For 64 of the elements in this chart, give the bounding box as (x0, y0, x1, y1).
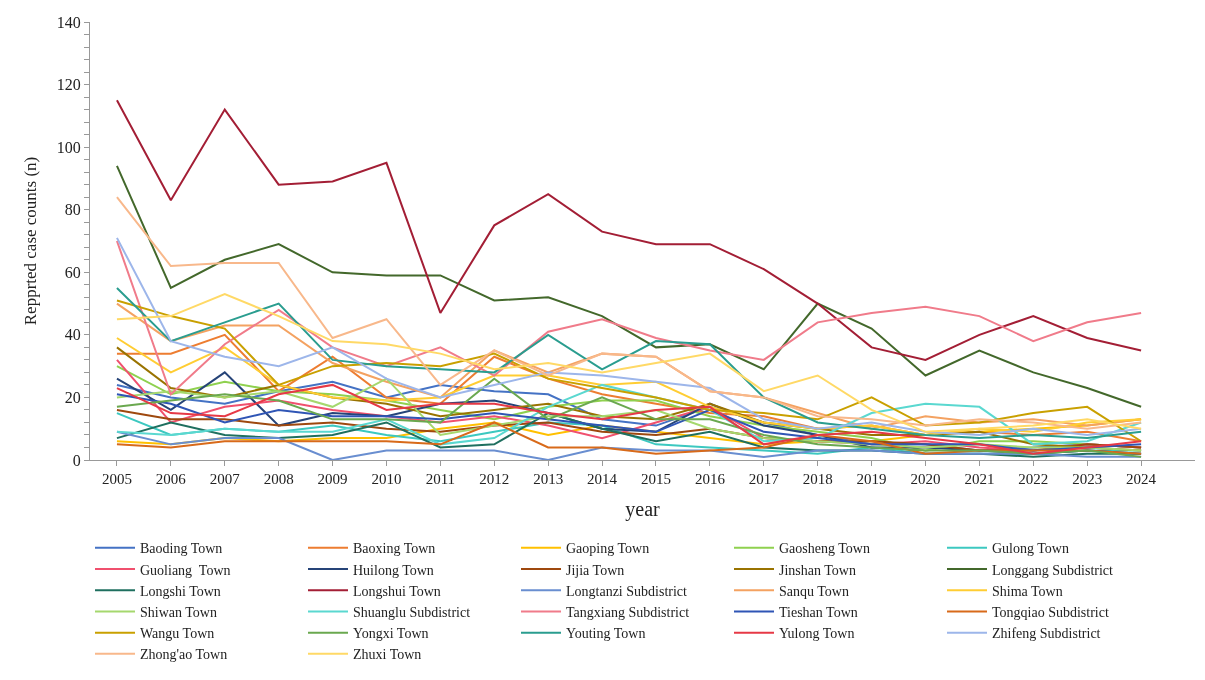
line-series (115, 164, 1143, 408)
legend-label: Baoxing Town (353, 541, 436, 557)
y-tick-label: 60 (64, 263, 81, 281)
legend-label: Gaosheng Town (779, 541, 870, 557)
legend-label: Huilong Town (353, 562, 434, 578)
x-tick-label: 2006 (155, 471, 187, 487)
legend-label: Guoliang Town (140, 562, 231, 578)
legend-label: Jinshan Town (779, 562, 856, 578)
x-tick-label: 2012 (479, 471, 510, 487)
legend-label: Tangxiang Subdistrict (566, 604, 690, 620)
y-tick-label: 100 (56, 138, 81, 156)
x-tick-label: 2010 (371, 471, 402, 487)
legend-label: Jijia Town (566, 562, 625, 578)
x-tick-label: 2019 (856, 471, 887, 487)
y-tick-label: 0 (72, 451, 81, 469)
x-tick-label: 2023 (1072, 471, 1103, 487)
legend-label: Longshui Town (353, 583, 441, 599)
x-tick-label: 2021 (964, 471, 995, 487)
line-series (115, 421, 1143, 455)
x-tick-label: 2024 (1126, 471, 1157, 487)
legend-label: Shuanglu Subdistrict (353, 604, 471, 620)
legend-label: Gaoping Town (566, 541, 650, 557)
x-axis-title: year (625, 497, 661, 521)
x-tick-label: 2009 (317, 471, 348, 487)
x-tick-label: 2022 (1018, 471, 1049, 487)
legend-label: Shima Town (992, 583, 1063, 599)
y-tick-label: 120 (56, 76, 81, 94)
x-tick-label: 2008 (263, 471, 294, 487)
y-tick-label: 20 (64, 389, 81, 407)
legend-label: Zhong'ao Town (140, 647, 228, 663)
x-tick-label: 2014 (587, 471, 618, 487)
legend-label: Yulong Town (779, 626, 855, 642)
x-tick-label: 2020 (910, 471, 941, 487)
legend-label: Tieshan Town (779, 604, 858, 620)
legend-label: Shiwan Town (140, 604, 217, 620)
legend-label: Sanqu Town (779, 583, 849, 599)
y-tick-label: 80 (64, 201, 81, 219)
x-tick-label: 2016 (694, 471, 726, 487)
x-tick-label: 2015 (640, 471, 671, 487)
legend-label: Wangu Town (140, 626, 215, 642)
legend-label: Zhuxi Town (353, 647, 422, 663)
legend-label: Longshi Town (140, 583, 221, 599)
y-axis-title: Repprted case counts (n) (21, 156, 41, 326)
x-tick-label: 2017 (748, 471, 780, 487)
legend-label: Longtanzi Subdistrict (566, 583, 688, 599)
legend-label: Gulong Town (992, 541, 1069, 557)
legend-label: Longgang Subdistrict (992, 562, 1114, 578)
line-series (115, 240, 1143, 396)
x-tick-label: 2005 (101, 471, 132, 487)
line-series (115, 196, 1143, 430)
x-tick-label: 2011 (425, 471, 456, 487)
x-tick-label: 2007 (209, 471, 241, 487)
x-tick-label: 2013 (533, 471, 564, 487)
legend-label: Tongqiao Subdistrict (992, 604, 1109, 620)
line-series (115, 236, 1143, 436)
legend-label: Baoding Town (140, 541, 223, 557)
line-series (115, 99, 1143, 361)
line-series (115, 393, 1143, 452)
y-tick-label: 40 (64, 326, 81, 344)
legend-label: Zhifeng Subdistrict (992, 626, 1101, 642)
legend-label: Youting Town (566, 626, 646, 642)
y-tick-label: 140 (56, 13, 81, 31)
x-tick-label: 2018 (802, 471, 833, 487)
legend-label: Yongxi Town (353, 626, 429, 642)
